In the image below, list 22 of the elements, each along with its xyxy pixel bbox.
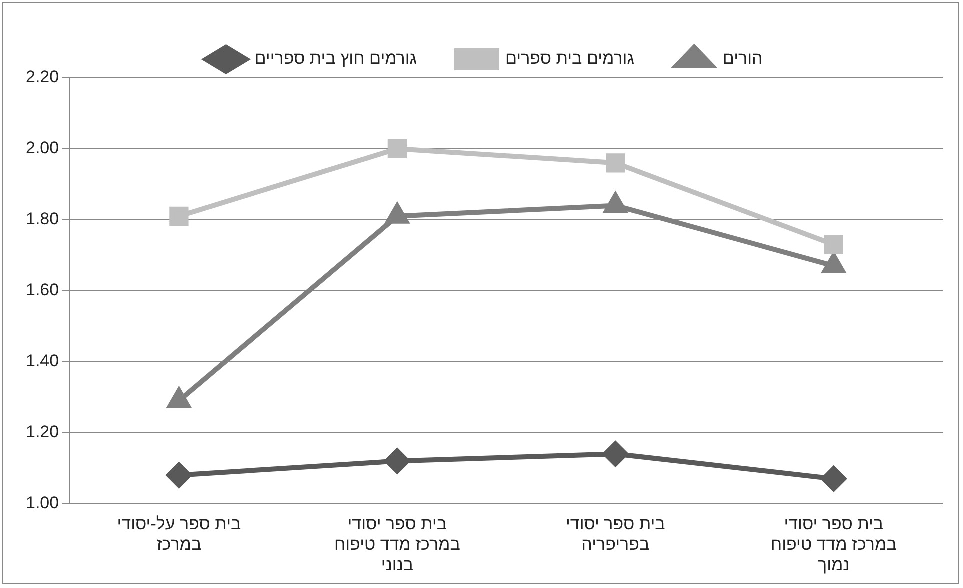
- point: [170, 206, 189, 226]
- point: [166, 462, 192, 488]
- point: [388, 139, 407, 159]
- y-tick-label: 2.20: [26, 68, 60, 87]
- y-tick-label: 1.40: [26, 352, 60, 371]
- x-tick-label: בית ספר יסודי בפריפריה: [566, 514, 666, 554]
- point: [824, 235, 844, 254]
- y-tick-label: 1.80: [26, 210, 60, 229]
- y-tick-label: 1.60: [26, 280, 60, 300]
- point: [606, 154, 626, 173]
- legend-label: גורמים חוץ בית ספריים: [254, 49, 417, 68]
- y-tick-label: 1.20: [26, 422, 60, 442]
- legend-label: גורמים בית ספרים: [505, 49, 634, 68]
- point: [821, 466, 846, 492]
- x-tick-label: בית ספר על-יסודי במרכז: [117, 514, 242, 554]
- y-tick-label: 2.00: [26, 138, 60, 158]
- x-tick-label: בית ספר יסודי במרכז מדד טיפוח בנוני: [334, 514, 460, 574]
- x-tick-label: בית ספר יסודי במרכז מדד טיפוח נמוך: [770, 514, 897, 574]
- point: [603, 442, 628, 467]
- point: [384, 448, 410, 474]
- y-tick-label: 1.00: [26, 493, 60, 512]
- legend-label: הורים: [722, 49, 763, 68]
